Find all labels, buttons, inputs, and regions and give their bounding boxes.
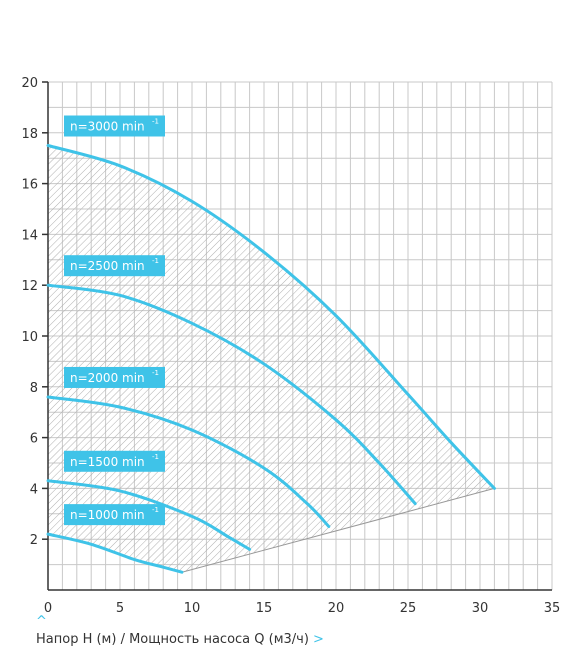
- operating-limit-line: [181, 487, 495, 573]
- y-tick-label: 2: [30, 533, 38, 548]
- curve-label: n=2000 min -1: [64, 366, 165, 388]
- curve-label-superscript: -1: [152, 506, 159, 514]
- y-tick-label: 8: [30, 381, 38, 396]
- curve-label-box: [64, 255, 165, 277]
- curve-label-box: [64, 366, 165, 388]
- curve-label-box: [64, 504, 165, 526]
- pump-curves: [46, 144, 496, 574]
- curve-label-superscript: -1: [152, 257, 159, 265]
- x-axis-caption: Напор H (м) / Мощность насоса Q (м3/ч) >: [36, 632, 324, 647]
- curve-label-text: n=2500 min: [70, 259, 145, 273]
- y-tick-label: 18: [21, 127, 38, 142]
- curve-label-superscript: -1: [152, 369, 159, 377]
- curve-label-text: n=1500 min: [70, 455, 145, 469]
- x-tick-label: 25: [400, 601, 417, 616]
- x-axis-label: Напор H (м) / Мощность насоса Q (м3/ч): [36, 632, 309, 647]
- y-tick-label: 10: [21, 330, 38, 345]
- curve-2: [46, 283, 417, 506]
- curve-label: n=1500 min -1: [64, 450, 165, 472]
- curve-label-box: [64, 450, 165, 472]
- curve-labels: n=3000 min -1n=2500 min -1n=2000 min -1n=15…: [64, 115, 165, 526]
- curve-label-box: [64, 115, 165, 137]
- chevron-up-icon: ^: [36, 614, 47, 629]
- x-tick-label: 0: [44, 601, 52, 616]
- x-tick-label: 10: [184, 601, 201, 616]
- y-tick-label: 14: [21, 228, 38, 243]
- curve-label: n=3000 min -1: [64, 115, 165, 137]
- curve-4: [46, 479, 252, 551]
- y-tick-label: 4: [30, 482, 38, 497]
- curve-label: n=1000 min -1: [64, 504, 165, 526]
- curve-label-text: n=3000 min: [70, 120, 145, 134]
- curve-label: n=2500 min -1: [64, 255, 165, 277]
- y-tick-label: 20: [21, 76, 38, 91]
- curve-5: [46, 532, 184, 574]
- y-tick-label: 6: [30, 432, 38, 447]
- y-tick-label: 12: [21, 279, 38, 294]
- curve-1: [46, 144, 496, 490]
- curve-label-superscript: -1: [152, 453, 159, 461]
- curve-label-text: n=1000 min: [70, 508, 145, 522]
- tick-labels: 0 5 10 15 20 25 30 35 2 4 6 8 10 12 14 16 18 20: [21, 76, 560, 616]
- x-tick-label: 20: [328, 601, 345, 616]
- curve-label-text: n=2000 min: [70, 371, 145, 385]
- y-tick-label: 16: [21, 178, 38, 193]
- chevron-right-icon: >: [312, 632, 324, 647]
- curve-3: [46, 395, 331, 528]
- x-tick-label: 30: [472, 601, 489, 616]
- x-tick-label: 5: [116, 601, 124, 616]
- curve-label-superscript: -1: [152, 118, 159, 126]
- x-tick-label: 15: [256, 601, 273, 616]
- x-tick-label: 35: [544, 601, 561, 616]
